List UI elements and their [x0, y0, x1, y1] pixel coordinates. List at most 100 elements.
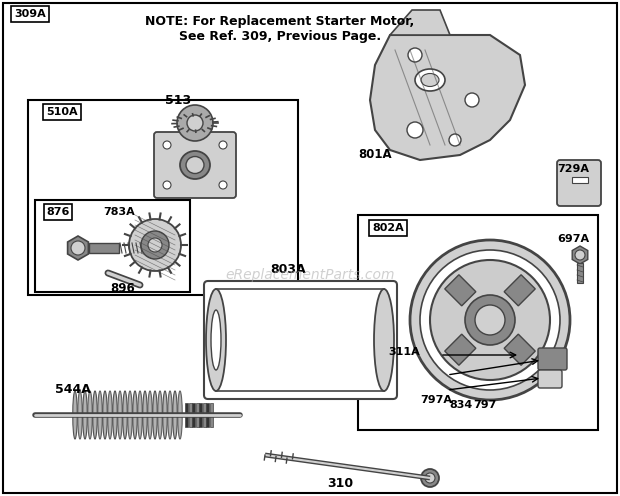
Ellipse shape — [148, 391, 153, 439]
Circle shape — [465, 93, 479, 107]
Bar — [199, 403, 202, 427]
Bar — [89, 243, 119, 253]
Circle shape — [575, 250, 585, 260]
Circle shape — [408, 48, 422, 62]
Text: NOTE: For Replacement Starter Motor,: NOTE: For Replacement Starter Motor, — [145, 15, 415, 28]
FancyBboxPatch shape — [154, 132, 236, 198]
Circle shape — [163, 181, 171, 189]
Ellipse shape — [162, 391, 167, 439]
Ellipse shape — [82, 391, 87, 439]
Text: eReplacementParts.com: eReplacementParts.com — [225, 268, 395, 282]
Ellipse shape — [123, 391, 127, 439]
Text: 783A: 783A — [103, 207, 135, 217]
Ellipse shape — [178, 391, 182, 439]
Circle shape — [71, 241, 85, 255]
Bar — [210, 403, 213, 427]
Ellipse shape — [173, 391, 177, 439]
Circle shape — [449, 134, 461, 146]
Ellipse shape — [108, 391, 112, 439]
Circle shape — [465, 295, 515, 345]
Text: 797A: 797A — [420, 395, 452, 405]
Text: 803A: 803A — [270, 263, 306, 276]
Circle shape — [219, 181, 227, 189]
Bar — [188, 403, 192, 427]
FancyBboxPatch shape — [538, 348, 567, 370]
Text: 510A: 510A — [46, 107, 78, 117]
Circle shape — [141, 231, 169, 259]
Text: 834: 834 — [449, 400, 472, 410]
Text: 544A: 544A — [55, 383, 91, 396]
Circle shape — [148, 238, 162, 252]
Ellipse shape — [118, 391, 122, 439]
Ellipse shape — [133, 391, 137, 439]
Ellipse shape — [190, 110, 200, 116]
Ellipse shape — [180, 151, 210, 179]
Ellipse shape — [128, 391, 132, 439]
Bar — [206, 403, 209, 427]
Ellipse shape — [73, 391, 78, 439]
Bar — [185, 403, 188, 427]
Ellipse shape — [206, 289, 226, 391]
Text: 802A: 802A — [372, 223, 404, 233]
Circle shape — [407, 122, 423, 138]
Ellipse shape — [415, 69, 445, 91]
Text: 513: 513 — [165, 94, 191, 107]
Ellipse shape — [78, 391, 82, 439]
Circle shape — [425, 473, 435, 483]
Text: 876: 876 — [46, 207, 69, 217]
Circle shape — [421, 469, 439, 487]
Bar — [195, 403, 198, 427]
Ellipse shape — [153, 391, 157, 439]
Ellipse shape — [113, 391, 117, 439]
Ellipse shape — [103, 391, 107, 439]
Bar — [190, 113, 200, 138]
Text: 801A: 801A — [358, 148, 392, 161]
Bar — [192, 403, 195, 427]
Polygon shape — [390, 10, 450, 35]
Polygon shape — [370, 35, 525, 160]
Ellipse shape — [93, 391, 97, 439]
Ellipse shape — [374, 289, 394, 391]
Ellipse shape — [186, 157, 204, 174]
Polygon shape — [572, 246, 588, 264]
Bar — [203, 403, 205, 427]
Ellipse shape — [211, 310, 221, 370]
Text: 309A: 309A — [14, 9, 46, 19]
Circle shape — [163, 141, 171, 149]
Circle shape — [187, 115, 203, 131]
Text: 797: 797 — [473, 400, 497, 410]
Circle shape — [177, 105, 213, 141]
Circle shape — [430, 260, 550, 380]
Circle shape — [420, 250, 560, 390]
Polygon shape — [68, 236, 89, 260]
Bar — [28, 100, 298, 295]
Polygon shape — [504, 334, 535, 365]
Text: 697A: 697A — [557, 234, 589, 244]
Circle shape — [129, 219, 181, 271]
Text: 310: 310 — [327, 477, 353, 490]
Bar — [35, 200, 190, 292]
Ellipse shape — [88, 391, 92, 439]
Polygon shape — [504, 275, 535, 306]
Ellipse shape — [143, 391, 148, 439]
Ellipse shape — [138, 391, 142, 439]
Text: See Ref. 309, Previous Page.: See Ref. 309, Previous Page. — [179, 30, 381, 43]
Polygon shape — [445, 334, 476, 365]
Circle shape — [410, 240, 570, 400]
Ellipse shape — [98, 391, 102, 439]
Circle shape — [475, 305, 505, 335]
Bar — [572, 177, 588, 183]
Text: 896: 896 — [110, 282, 135, 295]
Bar — [358, 215, 598, 430]
Ellipse shape — [168, 391, 172, 439]
FancyBboxPatch shape — [538, 370, 562, 388]
Ellipse shape — [157, 391, 162, 439]
Bar — [577, 263, 583, 283]
FancyBboxPatch shape — [557, 160, 601, 206]
Text: 729A: 729A — [557, 164, 589, 174]
FancyBboxPatch shape — [204, 281, 397, 399]
Ellipse shape — [421, 73, 439, 86]
Circle shape — [219, 141, 227, 149]
Text: 311A: 311A — [388, 347, 420, 357]
Polygon shape — [445, 275, 476, 306]
